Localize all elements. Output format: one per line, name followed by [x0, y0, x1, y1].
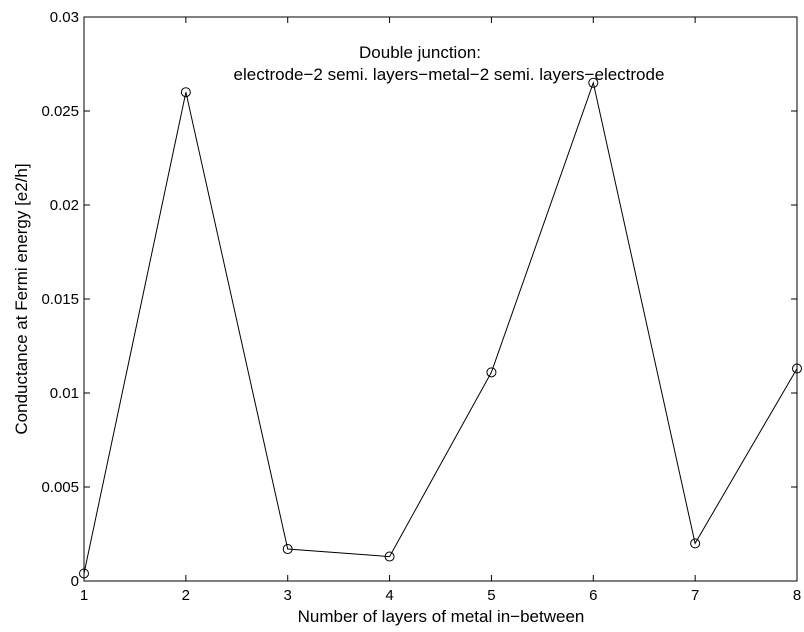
y-tick-label: 0.03: [50, 9, 79, 26]
series-markers: [79, 77, 802, 579]
data-point-marker: [384, 551, 395, 562]
x-tick-label: 7: [691, 587, 699, 604]
axis-ticks: [83, 16, 798, 582]
data-point-marker: [792, 363, 802, 374]
data-point-marker: [282, 544, 293, 555]
x-tick-label: 3: [284, 587, 292, 604]
x-tick-label: 2: [182, 587, 190, 604]
annotation-line-2: electrode−2 semi. layers−metal−2 semi. l…: [234, 65, 665, 84]
y-tick-label: 0.015: [41, 291, 79, 308]
y-tick-label: 0.005: [41, 479, 79, 496]
y-axis-title: Conductance at Fermi energy [e2/h]: [12, 163, 31, 434]
y-tick-label: 0.02: [50, 197, 79, 214]
y-tick-label: 0.025: [41, 103, 79, 120]
data-point-marker: [588, 77, 599, 88]
data-point-marker: [486, 367, 497, 378]
data-point-marker: [690, 538, 701, 549]
plot-area: [83, 16, 798, 582]
y-tick-label: 0: [71, 573, 79, 590]
x-tick-label: 4: [385, 587, 393, 604]
data-point-marker: [180, 87, 191, 98]
y-tick-label: 0.01: [50, 385, 79, 402]
x-tick-label: 1: [80, 587, 88, 604]
annotation-line-1: Double junction:: [359, 43, 481, 62]
x-tick-label: 5: [487, 587, 495, 604]
series-line: [83, 80, 798, 574]
x-tick-label: 6: [589, 587, 597, 604]
tick-labels: 1 2 3 4 5 6 7 8 0 0.005 0.01 0.015 0.02 0.025 0.03: [41, 9, 801, 604]
x-tick-label: 8: [793, 587, 801, 604]
x-axis-title: Number of layers of metal in−between: [298, 607, 585, 626]
data-point-marker: [79, 568, 89, 579]
